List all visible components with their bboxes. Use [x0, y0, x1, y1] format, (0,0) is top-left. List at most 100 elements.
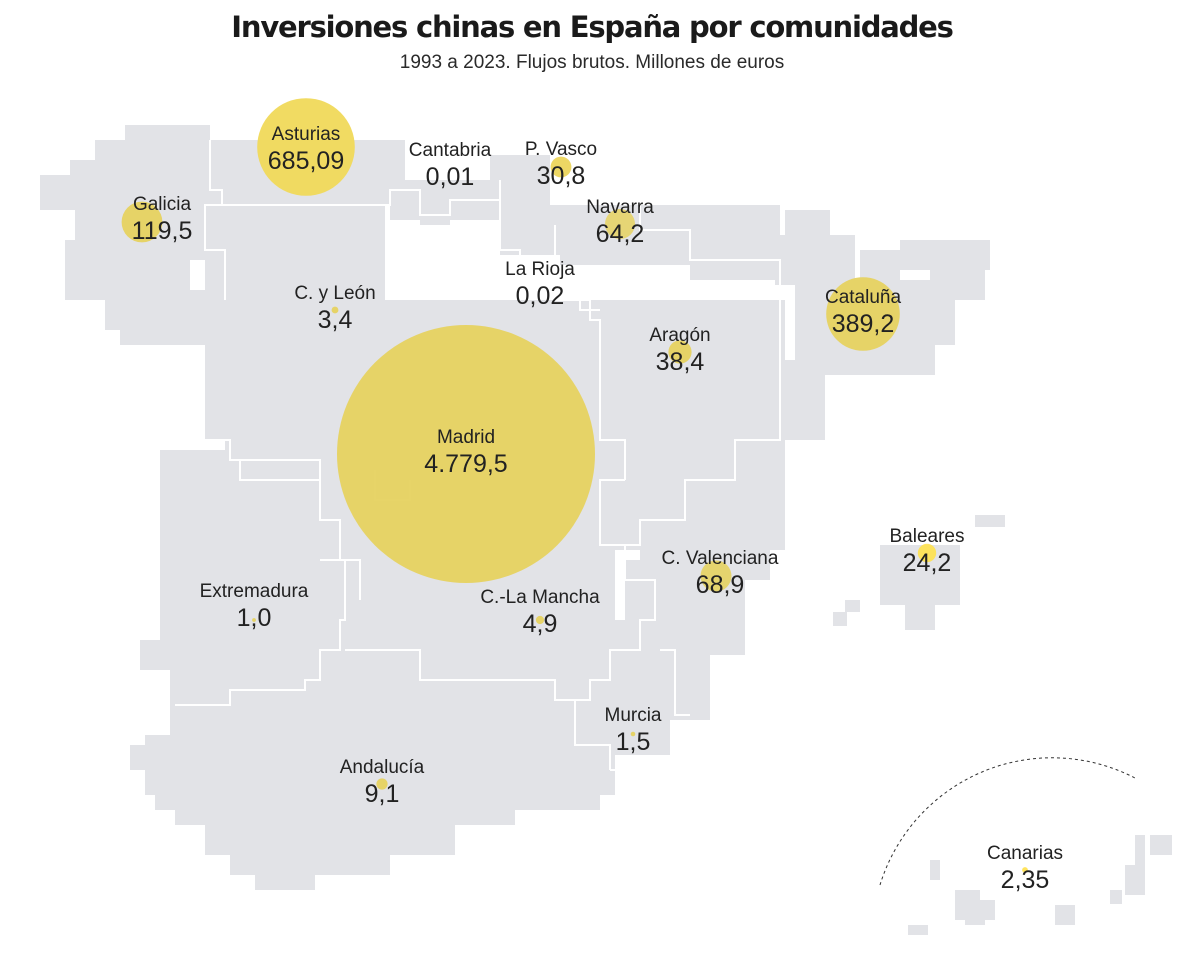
region-value: 2,35 — [1000, 866, 1050, 894]
land-block — [690, 205, 780, 280]
region-name: Galicia — [132, 194, 192, 215]
land-block — [975, 515, 1005, 527]
land-block — [205, 820, 455, 855]
region-value: 4,9 — [522, 610, 558, 638]
region-border — [239, 460, 320, 481]
region-label: Andalucía 9,1 — [340, 757, 425, 809]
region-name: Aragón — [649, 325, 711, 346]
region-label: Cantabria 0,01 — [409, 140, 491, 192]
land-block — [255, 870, 315, 890]
land-block — [900, 240, 990, 270]
region-label: Galicia 119,5 — [132, 194, 193, 246]
region-name: Cataluña — [824, 287, 902, 308]
canarias-inset-arc — [879, 757, 1136, 886]
region-value: 3,4 — [317, 306, 353, 334]
region-label: Navarra 64,2 — [586, 197, 654, 249]
region-borders — [175, 140, 781, 771]
land-block — [905, 600, 935, 630]
land-block — [775, 235, 855, 285]
land-block — [540, 790, 600, 810]
region-value: 0,01 — [425, 163, 475, 191]
bubble-aragón — [668, 340, 692, 364]
region-value: 0,02 — [515, 282, 565, 310]
region-name: Canarias — [986, 843, 1064, 864]
land-block — [205, 190, 385, 310]
chart-subtitle: 1993 a 2023. Flujos brutos. Millones de … — [399, 52, 785, 73]
region-border — [625, 259, 781, 546]
region-value: 389,2 — [831, 310, 895, 338]
land-block — [1160, 835, 1172, 855]
region-value: 38,4 — [655, 348, 705, 376]
region-name: Asturias — [271, 124, 341, 145]
region-value: 1,0 — [236, 604, 272, 632]
region-name: C.-La Mancha — [480, 587, 600, 608]
region-value: 30,8 — [536, 162, 586, 190]
bubble-madrid — [337, 325, 595, 583]
region-border — [499, 180, 580, 281]
land-block — [420, 215, 450, 225]
region-value: 68,9 — [695, 571, 745, 599]
bubble-asturias — [257, 98, 355, 196]
region-label: P. Vasco 30,8 — [525, 139, 597, 191]
region-value: 24,2 — [902, 549, 952, 577]
land-block — [833, 612, 847, 626]
region-name: Madrid — [436, 427, 496, 448]
land-block — [860, 250, 900, 280]
bubble-murcia — [630, 731, 636, 737]
region-name: Baleares — [889, 526, 965, 547]
region-value: 119,5 — [131, 217, 193, 245]
land-block — [1125, 865, 1145, 895]
bubble-galicia — [121, 201, 163, 243]
bubble-c-valenciana — [700, 560, 732, 592]
land-block — [1135, 835, 1145, 865]
region-label: Cataluña 389,2 — [825, 287, 901, 339]
region-border — [574, 479, 656, 770]
region-border — [579, 280, 600, 311]
region-name: P. Vasco — [524, 139, 598, 160]
bubble-layer — [121, 98, 1028, 873]
region-label: Baleares 24,2 — [890, 526, 965, 578]
bubble-navarra — [605, 209, 635, 239]
land-block — [1110, 890, 1122, 904]
region-value: 64,2 — [595, 220, 645, 248]
region-label: La Rioja 0,02 — [505, 259, 575, 311]
land-block — [140, 640, 185, 670]
land-block — [130, 745, 160, 770]
region-border — [660, 649, 690, 716]
region-label: Madrid 4.779,5 — [424, 427, 507, 479]
region-label: Canarias 2,35 — [987, 843, 1063, 895]
land-block — [1055, 905, 1075, 925]
region-border — [175, 559, 346, 706]
bubble-p-vasco — [550, 156, 572, 178]
region-label: Asturias 685,09 — [268, 124, 344, 176]
region-name: C. y León — [294, 283, 376, 304]
region-value: 9,1 — [364, 780, 400, 808]
bubble-canarias — [1022, 867, 1028, 873]
bubble-baleares — [917, 543, 937, 563]
region-border — [204, 140, 226, 300]
land-block — [908, 925, 928, 935]
land-block — [955, 900, 995, 920]
region-value: 4.779,5 — [424, 450, 508, 478]
region-name: Andalucía — [339, 757, 425, 778]
bubble-extremadura — [252, 618, 256, 622]
bubble-c-la-mancha — [535, 615, 545, 625]
region-label: C. y León 3,4 — [294, 283, 375, 335]
region-name: Murcia — [604, 705, 662, 726]
region-value: 1,5 — [615, 728, 651, 756]
region-label: Murcia 1,5 — [604, 705, 661, 757]
bubble-c-y-león — [331, 306, 339, 314]
region-label: C.-La Mancha 4,9 — [480, 587, 599, 639]
land-block — [125, 125, 210, 195]
region-name: Cantabria — [408, 140, 492, 161]
region-label: C. Valenciana 68,9 — [662, 548, 779, 600]
region-name: Extremadura — [199, 581, 309, 602]
bubble-cataluña — [826, 277, 900, 351]
region-name: La Rioja — [505, 259, 575, 280]
land-block — [845, 600, 860, 612]
region-label: Extremadura 1,0 — [200, 581, 309, 633]
region-value: 685,09 — [267, 147, 345, 175]
region-name: C. Valenciana — [661, 548, 779, 569]
region-border — [222, 189, 500, 216]
